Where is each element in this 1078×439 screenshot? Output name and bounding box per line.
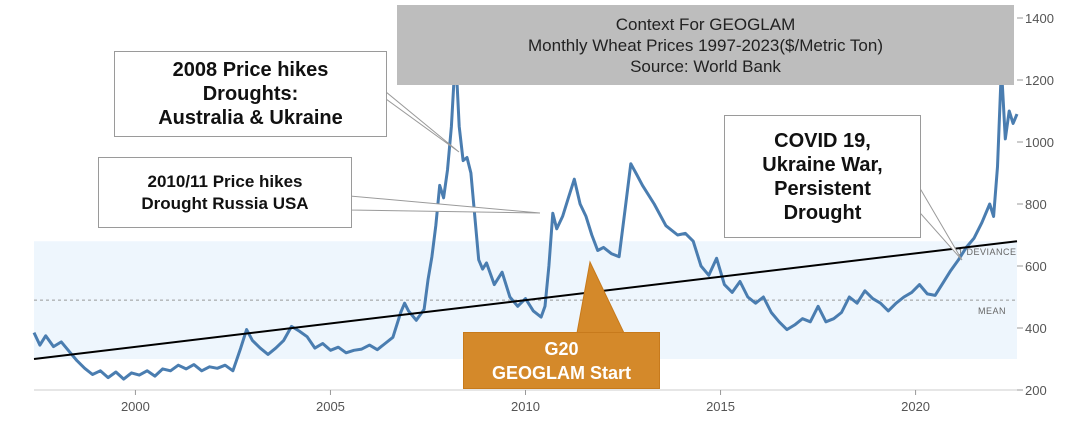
y-tick-label: 1000 xyxy=(1025,135,1054,150)
series-group xyxy=(32,55,1019,381)
mean-label: MEAN xyxy=(978,306,1006,316)
y-tick-label: 800 xyxy=(1025,197,1047,212)
callout-2008: 2008 Price hikes Droughts: Australia & U… xyxy=(114,51,387,137)
x-tick-label: 2005 xyxy=(316,399,345,414)
x-tick-label: 2000 xyxy=(121,399,150,414)
callout-2010-line2: Drought Russia USA xyxy=(141,193,309,213)
series-line-0 xyxy=(32,55,1019,381)
y-tick-label: 400 xyxy=(1025,321,1047,336)
x-tick-label: 2010 xyxy=(511,399,540,414)
context-box: Context For GEOGLAM Monthly Wheat Prices… xyxy=(397,5,1014,85)
callout-2008-line1: 2008 Price hikes xyxy=(172,59,329,81)
callout-g20: G20 GEOGLAM Start xyxy=(463,332,660,389)
callout-covid-line4: Drought xyxy=(783,201,862,224)
context-source: Source: World Bank xyxy=(630,56,781,76)
context-title: Context For GEOGLAM xyxy=(615,14,796,34)
callout-2010: 2010/11 Price hikes Drought Russia USA xyxy=(98,157,352,228)
callout-covid-line1: COVID 19, xyxy=(774,129,871,152)
callout-2010-line1: 2010/11 Price hikes xyxy=(147,171,303,191)
callout-g20-line2: GEOGLAM Start xyxy=(491,362,631,383)
callout-covid-line3: Persistent xyxy=(774,177,871,200)
pointer-2010 xyxy=(349,195,541,214)
deviance-label: 1 DEVIANCE xyxy=(958,247,1017,257)
y-tick-label: 1400 xyxy=(1025,11,1054,26)
callout-covid: COVID 19, Ukraine War, Persistent Drough… xyxy=(724,115,921,238)
callout-covid-line2: Ukraine War, xyxy=(762,153,883,176)
x-tick-label: 2020 xyxy=(901,399,930,414)
context-subtitle: Monthly Wheat Prices 1997-2023($/Metric … xyxy=(528,35,883,55)
x-tick-label: 2015 xyxy=(706,399,735,414)
y-tick-label: 1200 xyxy=(1025,73,1054,88)
trend-line xyxy=(33,240,1018,360)
x-axis: 2000 2005 2010 2015 2020 xyxy=(34,389,1017,414)
callout-2008-line2: Droughts: xyxy=(202,83,299,105)
y-axis: 200 400 600 800 1000 1200 1400 xyxy=(1017,11,1054,398)
callout-2008-line3: Australia & Ukraine xyxy=(158,107,343,129)
y-tick-label: 200 xyxy=(1025,383,1047,398)
y-tick-label: 600 xyxy=(1025,259,1047,274)
callout-g20-line1: G20 xyxy=(544,338,579,359)
